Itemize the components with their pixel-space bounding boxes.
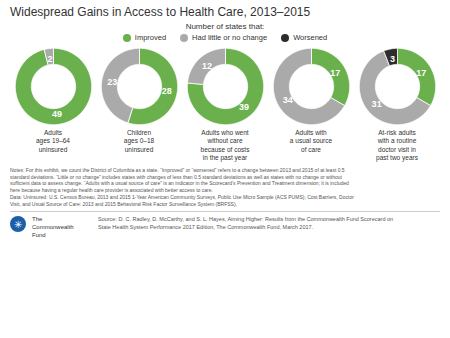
- html-text:Number of states that:: Number of states that:: [185, 22, 265, 31]
- svg-text:2: 2: [48, 54, 53, 64]
- svg-text:17: 17: [330, 68, 340, 78]
- html-text:Notes: For this exhibit, we co: Notes: For this exhibit, we count the Di…: [10, 166, 345, 173]
- html-text:The Commonwealth Fund: The Commonwealth Fund: [32, 216, 74, 238]
- html-text:standard deviations. “Little o: standard deviations. “Little or no chang…: [10, 173, 342, 180]
- svg-text:34: 34: [283, 95, 293, 105]
- html-text:sufficient data to assess chan: sufficient data to assess change. “Adult…: [10, 180, 349, 187]
- html-text:Had little or no change: Had little or no change: [192, 33, 268, 42]
- svg-text:28: 28: [162, 86, 172, 96]
- html-text:Visit, and Usual Source of Car: Visit, and Usual Source of Care: 2013 an…: [10, 200, 237, 207]
- html-text:Adults who went without care b: Adults who went without care because of …: [200, 129, 250, 162]
- svg-text:23: 23: [107, 77, 117, 87]
- html-text:Adults with a usual source of: Adults with a usual source of care: [289, 129, 333, 153]
- svg-text:3: 3: [390, 54, 395, 64]
- html-text:At-risk adults with a routine: At-risk adults with a routine doctor vis…: [376, 129, 418, 162]
- svg-text:31: 31: [372, 99, 382, 109]
- svg-text:49: 49: [52, 109, 62, 119]
- html-text:Source: D. C. Radley, D. McCar: Source: D. C. Radley, D. McCarthy, and S…: [98, 216, 394, 223]
- html-text:Adults ages 19–64 uninsured: Adults ages 19–64 uninsured: [36, 129, 70, 153]
- html-text:Improved: Improved: [134, 33, 167, 42]
- svg-text:39: 39: [239, 102, 249, 112]
- svg-text:17: 17: [416, 68, 426, 78]
- html-text:Children ages 0–18 uninsured: Children ages 0–18 uninsured: [123, 129, 155, 153]
- html-text:Data: Uninsured: U.S. Census B: Data: Uninsured: U.S. Census Bureau, 201…: [10, 193, 354, 200]
- html-text:Worsened: Worsened: [293, 33, 328, 42]
- svg-text:12: 12: [202, 61, 212, 71]
- html-text:State Health System Performanc: State Health System Performance 2017 Edi…: [98, 223, 314, 230]
- html-text:here because having a regular: here because having a regular health car…: [10, 187, 213, 193]
- html-text:Widespread Gains in Access to: Widespread Gains in Access to Health Car…: [10, 5, 311, 19]
